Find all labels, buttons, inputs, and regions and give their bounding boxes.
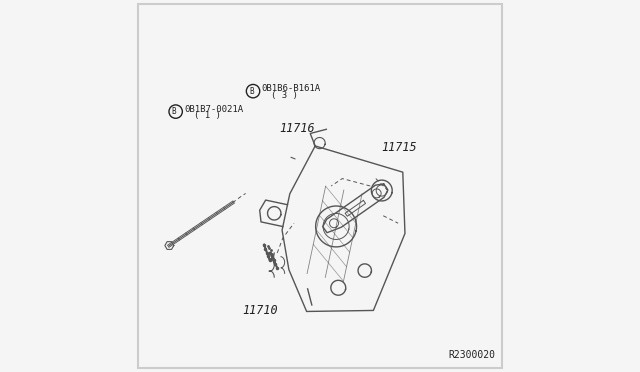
- Text: B: B: [249, 87, 254, 96]
- Text: 11715: 11715: [381, 141, 417, 154]
- Text: ( 1 ): ( 1 ): [193, 111, 220, 120]
- Text: ( 3 ): ( 3 ): [271, 91, 298, 100]
- Text: 0B1B7-0021A: 0B1B7-0021A: [184, 105, 243, 113]
- Text: R2300020: R2300020: [449, 350, 495, 360]
- Text: 11710: 11710: [242, 304, 278, 317]
- Text: 0B1B6-B161A: 0B1B6-B161A: [262, 84, 321, 93]
- Text: 11716: 11716: [279, 122, 315, 135]
- Text: B: B: [172, 108, 177, 116]
